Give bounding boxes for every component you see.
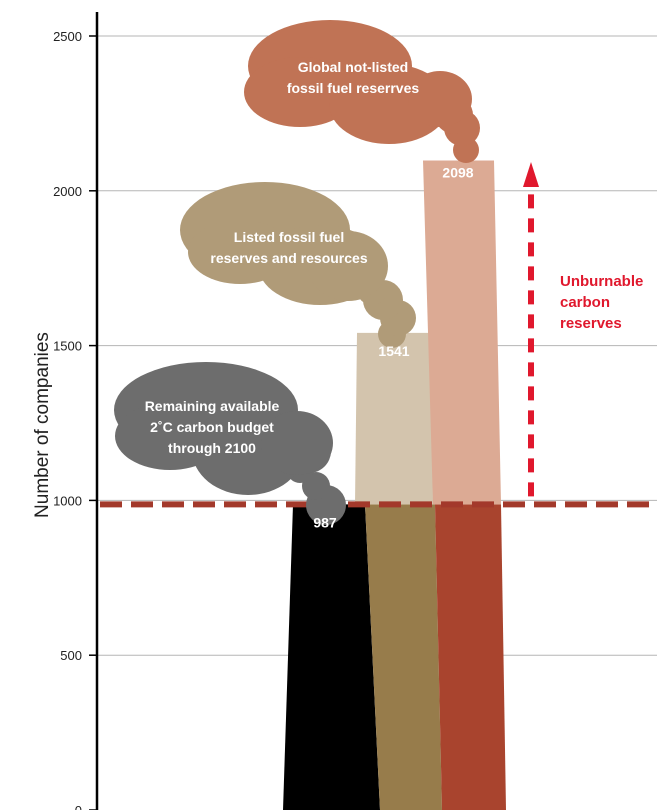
cloud-label-listed: Listed fossil fuel <box>234 229 344 245</box>
stack-global <box>435 504 506 810</box>
stack-layer <box>100 160 657 810</box>
smoke-puff <box>261 411 333 475</box>
annotation-label: carbon <box>560 294 610 311</box>
annotation-label: reserves <box>560 315 622 332</box>
stack-listed <box>365 504 442 810</box>
y-tick-label: 2000 <box>53 184 82 199</box>
smoke-listed <box>180 182 416 348</box>
value-label-listed: 1541 <box>378 343 409 359</box>
smoke-puff <box>408 71 472 127</box>
bar-listed-upper <box>355 332 433 505</box>
stack-budget <box>283 504 380 810</box>
cloud-label-global: fossil fuel reserrves <box>287 80 420 96</box>
value-label-global: 2098 <box>442 164 473 180</box>
smoke-layer <box>114 20 480 525</box>
smoke-puff <box>244 57 356 127</box>
cloud-label-listed: reserves and resources <box>210 250 367 266</box>
y-tick-label: 1000 <box>53 493 82 508</box>
annotation-arrowhead <box>523 162 539 187</box>
cloud-label-budget: Remaining available <box>145 398 280 414</box>
y-tick-label: 2500 <box>53 29 82 44</box>
text-layer: 0 500 1000 1500 2000 2500 Remaining available 2… <box>53 29 643 810</box>
y-tick-label: 1500 <box>53 339 82 354</box>
cloud-label-budget: 2˚C carbon budget <box>150 419 274 435</box>
y-tick-label: 500 <box>60 648 82 663</box>
bar-global-upper <box>423 160 501 505</box>
smoke-budget <box>114 362 346 525</box>
y-tick-label: 0 <box>75 803 82 810</box>
smoke-puff <box>308 231 388 301</box>
annotation-label: Unburnable <box>560 273 643 290</box>
y-axis-title: Number of companies <box>32 332 53 518</box>
cloud-label-budget: through 2100 <box>168 440 256 456</box>
cloud-label-global: Global not-listed <box>298 59 408 75</box>
smoke-global <box>244 20 480 163</box>
value-label-budget: 987 <box>313 514 337 530</box>
